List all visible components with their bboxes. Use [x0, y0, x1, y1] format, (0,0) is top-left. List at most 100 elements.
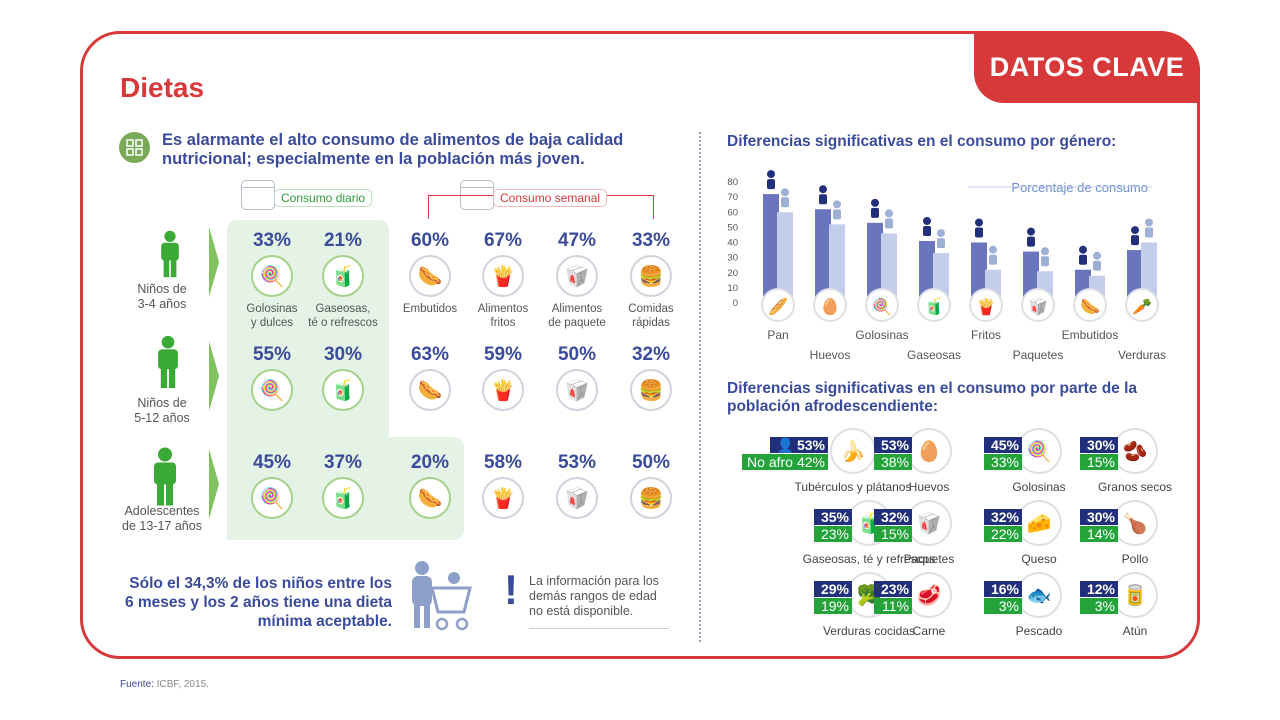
- person-icon: 👤: [776, 437, 794, 453]
- percent-value: 50%: [557, 344, 597, 365]
- figure-body: [1079, 254, 1087, 265]
- food-icon-circle: [1073, 288, 1107, 322]
- category-label: Pan: [767, 328, 788, 342]
- bar: [867, 222, 883, 303]
- noafro-value: 15%: [1080, 454, 1118, 470]
- noafro-value: No afro 42%: [742, 454, 828, 470]
- row-arrow-icon: [209, 227, 219, 297]
- food-icon-circle: [969, 288, 1003, 322]
- y-tick-label: 20: [727, 268, 738, 279]
- age-group-label: Niños de 5-12 años: [134, 396, 190, 425]
- bar: [1141, 242, 1157, 303]
- noafro-value: 19%: [814, 598, 852, 614]
- food-icon: 🥕: [1132, 298, 1152, 316]
- food-name: Queso: [1021, 552, 1057, 566]
- afro-item: 🐟 16% 3% Pescado: [968, 572, 1158, 638]
- figure-body: [833, 209, 841, 220]
- bottle-icon: 🧃: [322, 369, 364, 411]
- afro-value: 30%: [1080, 437, 1118, 453]
- fries-icon: 🍟: [482, 369, 524, 411]
- y-tick-label: 30: [727, 253, 738, 264]
- afro-value: 29%: [814, 581, 852, 597]
- afro-value: 30%: [1080, 509, 1118, 525]
- summary-text: Sólo el 34,3% de los niños entre los 6 m…: [124, 575, 392, 630]
- y-tick-label: 50: [727, 222, 738, 233]
- afro-value: 32%: [874, 509, 912, 525]
- percent-value: 45%: [252, 452, 292, 473]
- food-icon-circle: [865, 288, 899, 322]
- noafro-value: 22%: [984, 526, 1022, 542]
- food-icon: 🐟: [1016, 572, 1062, 618]
- bottle-icon: 🧃: [322, 255, 364, 297]
- afro-item: 🧀 32% 22% Queso: [968, 500, 1158, 566]
- food-icon: 🍭: [1016, 428, 1062, 474]
- food-name: Gaseosas, té y refrescos: [802, 552, 936, 566]
- food-icon: 🫘: [1112, 428, 1158, 474]
- bar: [919, 240, 935, 303]
- food-name: Pollo: [1121, 552, 1149, 566]
- food-name: Tubérculos y plátanos: [794, 480, 912, 494]
- bar: [763, 194, 779, 303]
- food-label: Alimentos de paquete: [548, 303, 606, 329]
- percent-value: 47%: [557, 230, 597, 251]
- food-icon: 🥩: [906, 572, 952, 618]
- figure-body: [1027, 236, 1035, 247]
- figure-body: [885, 218, 893, 229]
- category-label: Gaseosas: [907, 348, 961, 362]
- figure-body: [1093, 260, 1101, 271]
- food-icon: 🧀: [1016, 500, 1062, 546]
- burger-icon: 🍔: [630, 369, 672, 411]
- percent-value: 67%: [483, 230, 523, 251]
- percent-value: 32%: [631, 344, 671, 365]
- afro-value: 12%: [1080, 581, 1118, 597]
- category-label: Fritos: [971, 328, 1001, 342]
- bar: [971, 242, 987, 303]
- y-tick-label: 0: [733, 298, 738, 309]
- y-tick-label: 10: [727, 283, 738, 294]
- source: Fuente: ICBF, 2015.: [120, 679, 209, 690]
- boy-figure-icon: [1131, 226, 1139, 235]
- percent-value: 33%: [252, 230, 292, 251]
- food-icon-circle: [917, 288, 951, 322]
- y-tick-label: 70: [727, 192, 738, 203]
- age-group-label: Adolescentes de 13-17 años: [122, 504, 202, 533]
- package-icon: 🥡: [556, 369, 598, 411]
- daily-label: Consumo diario: [274, 189, 373, 207]
- content-frame: [80, 31, 1200, 659]
- girl-figure-icon: [937, 229, 945, 238]
- lollipop-icon: 🍭: [251, 369, 293, 411]
- noafro-value: 33%: [984, 454, 1022, 470]
- food-icon-circle: [1125, 288, 1159, 322]
- page-title: Dietas: [120, 72, 205, 103]
- food-icon-circle: [761, 288, 795, 322]
- food-icon: 🍟: [976, 297, 996, 316]
- note-text: La información para los demás rangos de …: [529, 574, 669, 629]
- afro-item: 🍗 30% 14% Pollo: [1064, 500, 1254, 566]
- percent-value: 59%: [483, 344, 523, 365]
- food-icon: 🥚: [820, 297, 840, 316]
- food-icon: 🍭: [872, 296, 892, 316]
- afro-item: 🍭 45% 33% Golosinas: [968, 428, 1158, 494]
- food-icon-circle: [1021, 288, 1055, 322]
- girl-figure-icon: [1093, 251, 1101, 260]
- burger-icon: 🍔: [630, 477, 672, 519]
- afro-title: Diferencias significativas en el consumo…: [727, 380, 1138, 415]
- boy-figure-icon: [923, 216, 931, 225]
- y-tick-label: 80: [727, 177, 738, 188]
- afro-value: 53%: [874, 437, 912, 453]
- noafro-value: 23%: [814, 526, 852, 542]
- divider: [699, 132, 701, 642]
- afro-value-text: 53%: [796, 437, 825, 453]
- boy-figure-icon: [871, 198, 879, 207]
- bar: [777, 212, 793, 303]
- weekly-label: Consumo semanal: [493, 189, 608, 207]
- bar: [815, 209, 831, 303]
- figure-body: [989, 254, 997, 265]
- noafro-label: No afro: [747, 454, 793, 470]
- noafro-value: 3%: [984, 598, 1022, 614]
- girl-figure-icon: [781, 188, 789, 197]
- girl-figure-icon: [885, 209, 893, 218]
- girl-figure-icon: [1041, 247, 1049, 256]
- boy-figure-icon: [975, 218, 983, 227]
